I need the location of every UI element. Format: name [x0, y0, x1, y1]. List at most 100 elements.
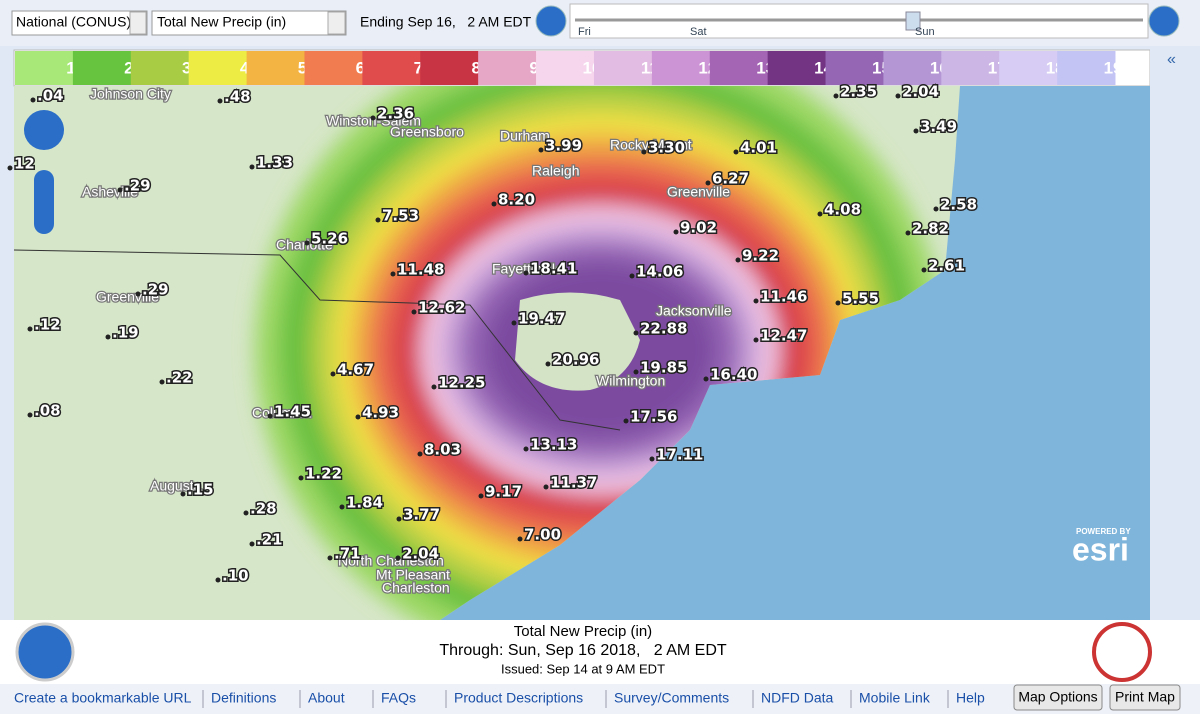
precip-value: 11.46 — [760, 288, 807, 306]
footer-link[interactable]: FAQs — [381, 690, 416, 706]
precip-value: 2.04 — [902, 83, 939, 101]
legend-label: 9 — [529, 58, 538, 77]
city-label: Johnson City — [90, 86, 171, 102]
precip-value: 5.26 — [311, 230, 348, 248]
zoom-control[interactable] — [34, 170, 54, 234]
station-dot — [30, 97, 36, 103]
legend-label: 4 — [240, 58, 250, 77]
legend-swatch — [941, 51, 1000, 85]
legend-swatch — [246, 51, 305, 85]
station-dot — [215, 577, 221, 583]
station-dot — [135, 291, 141, 297]
legend-swatch — [593, 51, 653, 85]
footer-link[interactable]: Survey/Comments — [614, 690, 729, 706]
footer-link[interactable]: Mobile Link — [859, 690, 931, 706]
station-dot — [327, 555, 333, 561]
legend-swatch — [767, 51, 827, 85]
precip-value: 4.93 — [362, 404, 399, 422]
station-dot — [243, 510, 249, 516]
station-dot — [395, 555, 401, 561]
footer-link[interactable]: NDFD Data — [761, 690, 834, 706]
legend-swatch — [420, 51, 479, 85]
legend-swatch — [188, 51, 248, 85]
station-dot — [649, 456, 655, 462]
caption-title: Total New Precip (in) — [514, 623, 652, 640]
precip-value: 12.62 — [418, 299, 465, 317]
precip-value: 16.40 — [710, 366, 757, 384]
footer-link[interactable]: Definitions — [211, 690, 276, 706]
legend-label: 3 — [182, 58, 191, 77]
legend-swatch — [883, 51, 942, 85]
button[interactable] — [1013, 684, 1103, 711]
footer-link[interactable]: Help — [956, 690, 985, 706]
precip-value: 11.48 — [397, 261, 444, 279]
precip-value: 7.00 — [524, 526, 561, 544]
precip-value: .08 — [34, 402, 61, 420]
city-label: Winston-Salem — [326, 113, 421, 129]
pan-control[interactable] — [24, 110, 64, 150]
footer-link[interactable]: Product Descriptions — [454, 690, 583, 706]
footer-link[interactable]: About — [308, 690, 345, 706]
city-label: Raleigh — [532, 163, 579, 179]
precip-value: 19.85 — [640, 359, 687, 377]
station-dot — [27, 412, 33, 418]
precip-value: 1.45 — [274, 403, 311, 421]
side-panel — [1150, 46, 1200, 620]
precip-value: .48 — [224, 88, 251, 106]
station-dot — [753, 298, 759, 304]
precip-value: 9.22 — [742, 247, 779, 265]
station-dot — [511, 320, 517, 326]
powered-by: POWERED BY — [1076, 527, 1131, 536]
precip-value: 2.35 — [840, 83, 877, 101]
region-select[interactable] — [11, 10, 148, 36]
state-border — [13, 249, 621, 431]
precip-value: 12.25 — [438, 374, 485, 392]
station-dot — [298, 475, 304, 481]
dropdown[interactable] — [129, 11, 147, 35]
legend-swatch — [651, 51, 711, 85]
station-dot — [417, 451, 423, 457]
city-label: Greensboro — [390, 124, 464, 140]
nws-logo — [1092, 622, 1152, 682]
button[interactable] — [1109, 684, 1181, 711]
station-dot — [370, 115, 376, 121]
slider-thumb[interactable] — [905, 11, 921, 31]
prev-button[interactable] — [535, 5, 567, 37]
legend-swatch — [130, 51, 190, 85]
station-dot — [249, 164, 255, 170]
precip-value: 8.03 — [424, 441, 461, 459]
region-text: National (CONUS) — [16, 14, 131, 30]
next-button[interactable] — [1148, 5, 1180, 37]
precip-value: 12.47 — [760, 327, 807, 345]
station-dot — [27, 326, 33, 332]
precip-value: 1.22 — [305, 465, 342, 483]
day-label: Sat — [690, 26, 707, 38]
product-select[interactable] — [151, 10, 347, 36]
precip-value: 1.33 — [256, 154, 293, 172]
footer-link[interactable]: Create a bookmarkable URL — [14, 690, 192, 706]
city-label: Greenville — [96, 289, 159, 305]
station-dot — [733, 149, 739, 155]
legend-label: 2 — [124, 58, 133, 77]
collapse-icon[interactable]: « — [1167, 51, 1176, 68]
precip-value: 9.02 — [680, 219, 717, 237]
legend-label: 19 — [1104, 58, 1123, 77]
station-dot — [905, 230, 911, 236]
caption-issued: Issued: Sep 14 at 9 AM EDT — [501, 661, 665, 676]
precip-value: 4.67 — [337, 361, 374, 379]
caption-through: Through: Sun, Sep 16 2018, 2 AM EDT — [439, 642, 727, 659]
legend-label: 1 — [66, 58, 75, 77]
station-dot — [249, 541, 255, 547]
legend-label: 8 — [471, 58, 480, 77]
dropdown[interactable] — [327, 11, 346, 35]
footer — [0, 684, 1200, 714]
precip-value: .29 — [124, 177, 151, 195]
precip-value: 2.61 — [928, 257, 965, 275]
precip-value: .21 — [256, 531, 283, 549]
precip-value: 3.77 — [403, 506, 440, 524]
day-label: Fri — [578, 26, 591, 38]
station-dot — [913, 128, 919, 134]
station-dot — [7, 165, 13, 171]
legend-swatch — [536, 51, 595, 85]
station-dot — [543, 484, 549, 490]
